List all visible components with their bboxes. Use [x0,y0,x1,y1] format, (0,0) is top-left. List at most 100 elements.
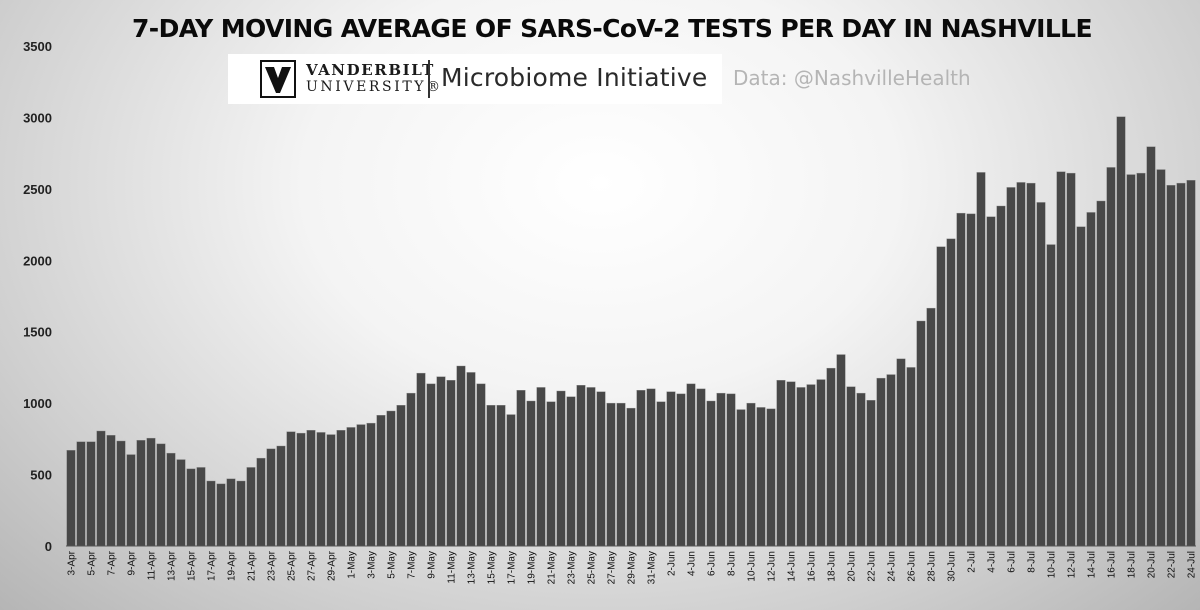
bar [206,480,216,547]
x-tick-label: 15-Apr [187,550,198,581]
x-tick-label: 12-Jul [1067,551,1078,578]
vanderbilt-wordmark: VANDERBILT UNIVERSITY® [306,62,443,96]
bar [516,390,526,547]
y-tick-label: 2000 [23,253,52,268]
x-tick-label: 20-Jul [1147,551,1158,578]
bar [646,388,656,547]
bar [1066,172,1076,547]
bar [776,380,786,547]
x-tick-label: 14-Jun [787,551,798,582]
bar [1186,180,1196,547]
bar [786,381,796,547]
bar [716,392,726,547]
x-tick-label: 17-Apr [207,550,218,581]
x-tick-label: 17-May [507,551,518,584]
bar [446,380,456,547]
bar [656,401,666,547]
bar [726,393,736,547]
bar [96,430,106,547]
bar [586,387,596,547]
x-tick-label: 8-Jun [727,551,738,576]
x-tick-label: 6-Jul [1007,551,1018,573]
bar [886,374,896,547]
bar [966,213,976,547]
x-tick-label: 11-May [447,551,458,584]
bar [486,405,496,547]
x-tick-label: 23-May [567,551,578,584]
x-tick-label: 1-May [347,551,358,579]
x-tick-label: 29-May [627,551,638,584]
bar [876,377,886,547]
x-tick-label: 11-Apr [147,550,158,580]
bar [596,391,606,547]
x-tick-label: 16-Jun [807,551,818,582]
bar [1076,226,1086,547]
bar [1096,200,1106,547]
x-tick-label: 22-Jul [1167,551,1178,578]
bar [456,365,466,547]
bar [216,483,226,547]
bar [386,410,396,547]
vanderbilt-shield-icon [260,60,296,98]
x-tick-label: 5-May [387,551,398,579]
bar [1026,182,1036,547]
y-tick-label: 3500 [23,39,52,54]
bar [116,440,126,547]
bar [76,441,86,547]
bars [66,116,1196,547]
x-tick-label: 21-Apr [247,550,258,581]
bar [506,414,516,547]
x-tick-label: 22-Jun [867,551,878,582]
bar [316,432,326,547]
x-tick-label: 4-Jul [987,551,998,573]
x-tick-label: 24-Jul [1187,551,1198,578]
bar [306,430,316,547]
x-tick-label: 18-Jul [1127,551,1138,578]
x-tick-label: 18-Jun [827,551,838,582]
bar [426,383,436,547]
bar [156,443,166,547]
x-tick-label: 25-Apr [287,550,298,581]
x-tick-label: 13-Apr [167,550,178,581]
bar [276,445,286,547]
logo-line-1: VANDERBILT [306,61,435,79]
bar [846,386,856,547]
bar [396,405,406,547]
bar [836,354,846,547]
bar [246,467,256,547]
bar [556,390,566,547]
data-source: Data: @NashvilleHealth [733,66,971,90]
bar [236,480,246,547]
bar [326,434,336,547]
bar [986,216,996,547]
x-tick-label: 12-Jun [767,551,778,582]
logo-divider [428,60,430,98]
bar [336,430,346,547]
bar [676,393,686,547]
x-tick-label: 2-Jul [967,551,978,573]
y-tick-label: 1000 [23,396,52,411]
x-tick-label: 15-May [487,551,498,584]
y-tick-label: 2500 [23,182,52,197]
x-tick-label: 7-Apr [107,550,118,575]
bar [766,408,776,547]
bar [1146,146,1156,547]
bar [616,402,626,547]
bar [356,424,366,547]
bar [856,392,866,547]
bar [146,437,156,547]
x-tick-label: 25-May [587,551,598,584]
x-tick-label: 3-May [367,551,378,579]
bar [666,391,676,547]
bar [1176,182,1186,547]
y-tick-label: 500 [30,468,52,483]
bar [546,401,556,547]
bar [956,212,966,547]
x-tick-label: 27-Apr [307,550,318,581]
x-tick-label: 31-May [647,551,658,584]
bar [476,383,486,547]
bar [126,454,136,547]
x-tick-label: 19-May [527,551,538,584]
bar [106,435,116,547]
y-axis: 0 500 1000 1500 2000 2500 3000 3500 [23,39,52,554]
